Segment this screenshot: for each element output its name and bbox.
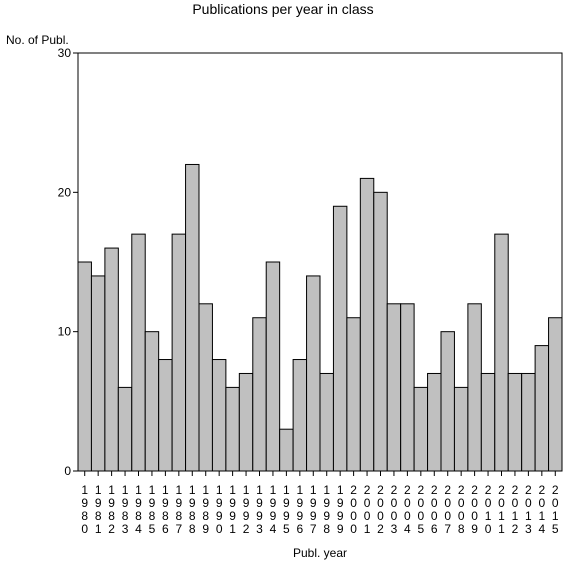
bar-1984: [131, 233, 146, 472]
bars-group: [77, 163, 563, 472]
y-axis-label: No. of Publ.: [6, 33, 69, 47]
bar-2003: [386, 303, 402, 472]
y-tick-label-0: 0: [64, 464, 71, 478]
bar-1981: [90, 275, 106, 472]
bar-2005: [413, 386, 429, 472]
bar-2014: [534, 345, 550, 472]
bar-1991: [225, 386, 240, 472]
bar-1997: [306, 275, 321, 472]
bar-1980: [77, 261, 92, 472]
bar-2009: [467, 303, 482, 472]
bar-2012: [507, 372, 523, 472]
bar-1990: [211, 359, 227, 472]
chart-title: Publications per year in class: [192, 1, 373, 17]
bar-1985: [144, 331, 160, 472]
bar-1993: [252, 317, 267, 472]
bar-1994: [265, 261, 281, 472]
bar-1998: [319, 372, 334, 472]
bar-1995: [279, 428, 294, 472]
bar-2007: [440, 331, 455, 472]
bar-1986: [158, 359, 173, 472]
bar-2004: [400, 303, 415, 472]
bar-2000: [346, 317, 361, 472]
bar-2010: [480, 372, 496, 472]
bar-1989: [198, 303, 213, 472]
y-axis: 0 10 20 30: [58, 46, 78, 478]
bar-2011: [494, 233, 509, 472]
y-tick-label-20: 20: [58, 185, 72, 199]
bar-2013: [521, 372, 536, 472]
y-tick-label-10: 10: [58, 325, 72, 339]
bar-2006: [427, 372, 442, 472]
bar-1996: [292, 359, 308, 472]
bar-1992: [238, 372, 254, 472]
bar-2002: [373, 191, 388, 472]
x-axis: 1 9 8 0 1 9 8 1 1 9 8 2 1 9 8 3 1 9 8 4 1 9 8 5 1 9 8 6 1 9 8 7 1 9 8 8 1 9 8 9…: [81, 471, 559, 536]
y-tick-label-30: 30: [58, 46, 72, 60]
bar-2015: [548, 317, 563, 472]
bar-2008: [453, 386, 469, 472]
bar-1988: [185, 163, 200, 472]
bar-1987: [171, 233, 187, 472]
bar-1999: [332, 205, 348, 472]
bar-2001: [359, 177, 375, 472]
bar-1982: [104, 247, 119, 472]
x-axis-label: Publ. year: [293, 546, 347, 560]
plot-frame: [77, 52, 563, 472]
bar-1983: [117, 386, 133, 472]
